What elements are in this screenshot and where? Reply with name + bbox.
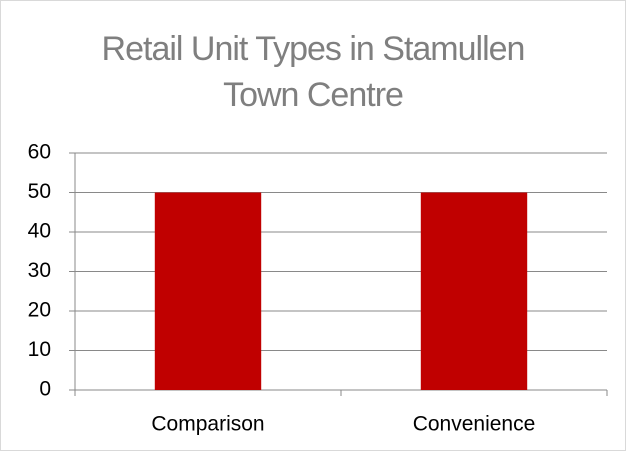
y-tick-label: 20: [28, 299, 51, 322]
x-tick-label: Convenience: [413, 413, 536, 436]
x-tick-label: Comparison: [151, 413, 264, 436]
y-tick-label: 60: [28, 141, 51, 164]
y-tick-label: 10: [28, 338, 51, 361]
y-tick-label: 40: [28, 220, 51, 243]
chart-title: Retail Unit Types in Stamullen Town Cent…: [101, 30, 526, 114]
bar: [420, 192, 528, 390]
y-tick-label: 30: [28, 259, 51, 282]
bar: [154, 192, 262, 390]
y-tick-label: 0: [39, 378, 51, 401]
y-tick-label: 50: [28, 180, 51, 203]
